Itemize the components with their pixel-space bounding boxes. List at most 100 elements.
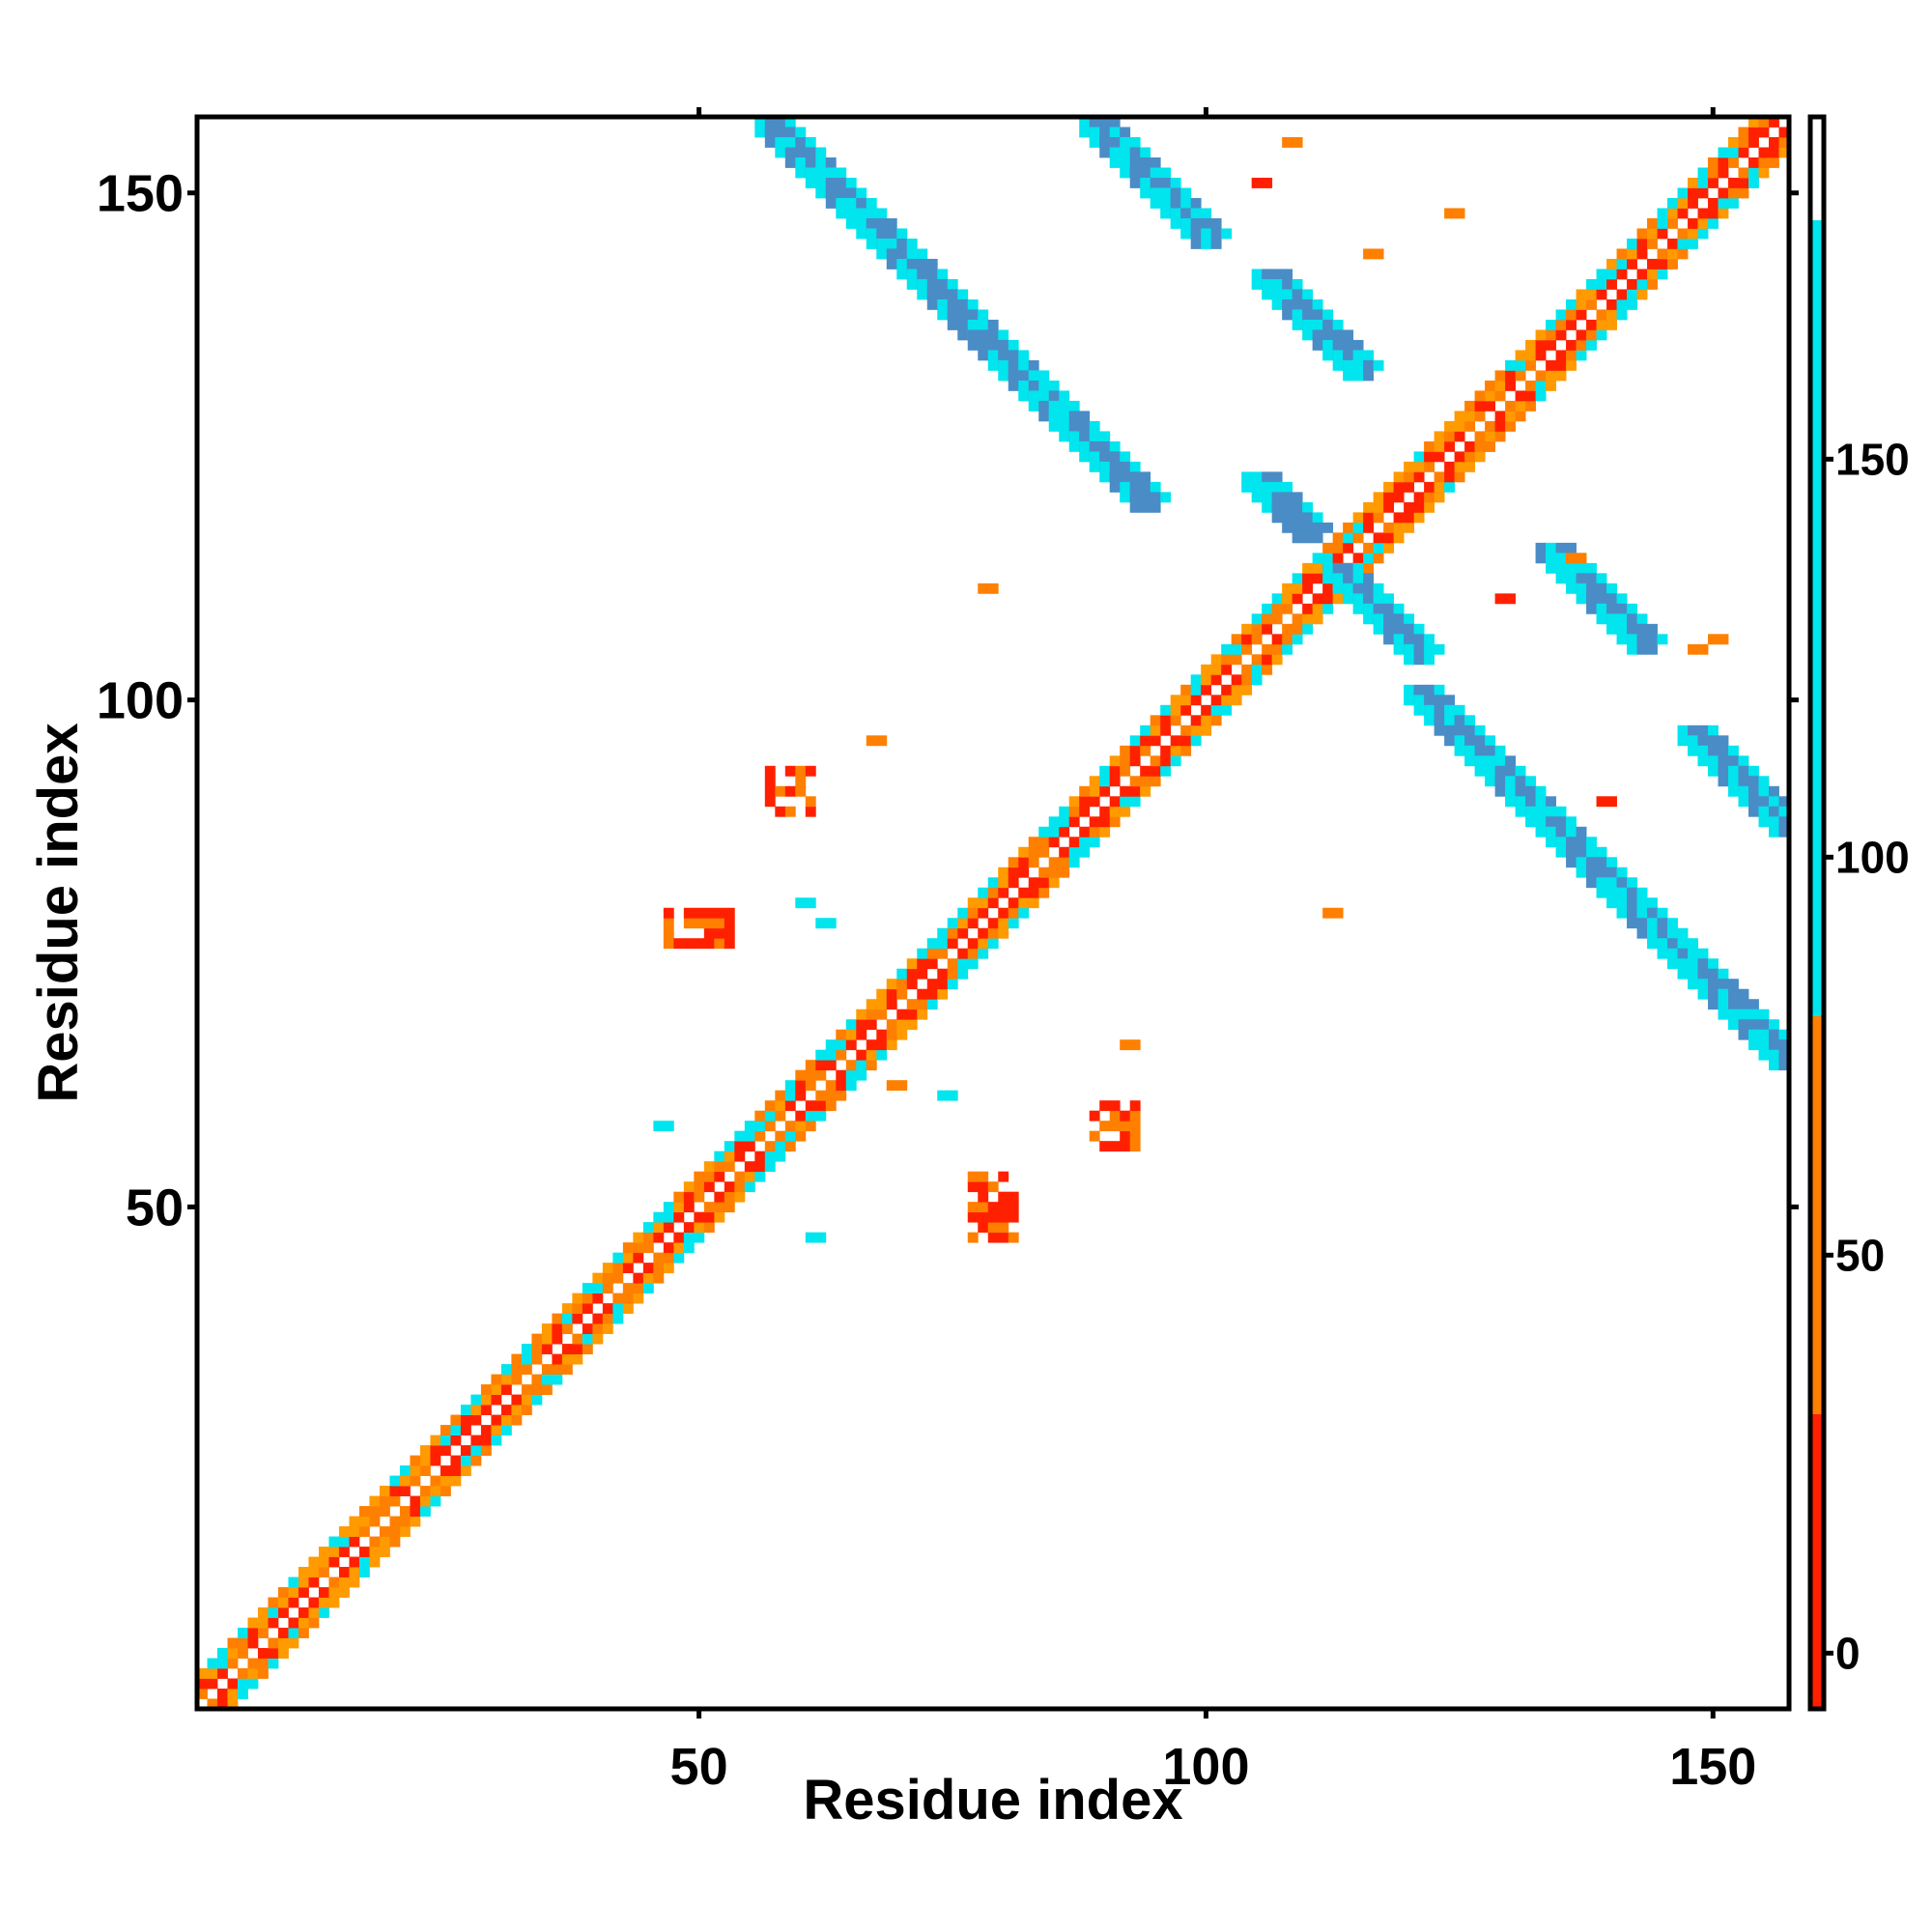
heatmap-cell: [1444, 420, 1456, 432]
heatmap-cell: [917, 258, 928, 270]
heatmap-cell: [906, 968, 918, 980]
heatmap-cell: [1363, 593, 1375, 605]
heatmap-cell: [1667, 927, 1678, 939]
heatmap-cell: [1667, 258, 1678, 270]
heatmap-cell: [1494, 390, 1506, 402]
heatmap-cell: [998, 339, 1009, 351]
heatmap-cell: [1109, 765, 1121, 777]
heatmap-cell: [1657, 927, 1668, 939]
heatmap-cell: [937, 1090, 949, 1101]
heatmap-cell: [967, 298, 979, 310]
heatmap-cell: [1677, 238, 1689, 249]
heatmap-cell: [1120, 136, 1131, 148]
heatmap-cell: [1028, 846, 1039, 858]
heatmap-cell: [937, 298, 949, 310]
heatmap-cell: [744, 1181, 755, 1193]
heatmap-cell: [572, 1333, 583, 1345]
heatmap-cell: [1322, 350, 1334, 361]
heatmap-cell: [764, 796, 776, 808]
heatmap-cell: [1636, 228, 1648, 240]
heatmap-cell: [978, 897, 989, 909]
heatmap-cell: [1546, 370, 1556, 382]
heatmap-cell: [1627, 877, 1637, 889]
heatmap-cell: [1413, 684, 1425, 696]
heatmap-cell: [947, 927, 958, 939]
heatmap-cell: [1546, 806, 1556, 817]
heatmap-cell: [1059, 420, 1070, 432]
heatmap-cell: [1647, 634, 1658, 645]
heatmap-cell: [1271, 634, 1283, 645]
heatmap-cell: [633, 1242, 644, 1254]
heatmap-cell: [1748, 776, 1759, 787]
heatmap-cell: [957, 329, 969, 341]
heatmap-cell: [1099, 147, 1111, 158]
heatmap-cell: [947, 278, 958, 290]
heatmap-cell: [876, 735, 888, 747]
heatmap-cell: [1018, 887, 1030, 898]
heatmap-cell: [1028, 370, 1039, 382]
heatmap-cell: [1555, 319, 1567, 330]
heatmap-cell: [1546, 553, 1556, 564]
heatmap-cell: [1322, 562, 1334, 574]
heatmap-cell: [744, 1121, 755, 1132]
heatmap-cell: [216, 1698, 228, 1710]
heatmap-cell: [1150, 481, 1161, 493]
heatmap-cell: [1251, 269, 1263, 280]
heatmap-cell: [1221, 643, 1233, 655]
heatmap-cell: [1180, 197, 1192, 209]
heatmap-cell: [1616, 593, 1628, 605]
heatmap-cell: [338, 1526, 350, 1537]
heatmap-cell: [389, 1536, 401, 1548]
heatmap-cell: [521, 1364, 532, 1376]
heatmap-cell: [369, 1556, 381, 1568]
heatmap-cell: [1505, 785, 1516, 797]
heatmap-cell: [1636, 238, 1648, 249]
heatmap-cell: [1404, 481, 1415, 493]
heatmap-cell: [1525, 390, 1536, 402]
heatmap-cell: [1241, 634, 1253, 645]
heatmap-cell: [1555, 846, 1567, 858]
heatmap-cell: [1190, 715, 1202, 726]
heatmap-cell: [1636, 269, 1648, 280]
heatmap-cell: [318, 1556, 329, 1568]
heatmap-cell: [1140, 177, 1151, 188]
heatmap-cell: [1606, 593, 1617, 605]
heatmap-cell: [1008, 857, 1019, 868]
heatmap-cell: [369, 1506, 381, 1517]
heatmap-cell: [1718, 988, 1729, 1000]
heatmap-cell: [1586, 846, 1597, 858]
heatmap-cell: [1718, 197, 1729, 209]
heatmap-cell: [957, 289, 969, 300]
heatmap-cell: [957, 927, 969, 939]
heatmap-cell: [1282, 623, 1293, 635]
heatmap-cell: [1038, 411, 1050, 422]
heatmap-cell: [358, 1516, 370, 1527]
heatmap-cell: [1109, 1121, 1121, 1132]
heatmap-cell: [1444, 208, 1456, 219]
heatmap-cell: [1282, 136, 1293, 148]
heatmap-cell: [1515, 776, 1526, 787]
heatmap-cell: [1708, 177, 1719, 188]
heatmap-cell: [724, 918, 735, 929]
heatmap-cell: [1190, 684, 1202, 696]
heatmap-cell: [1221, 704, 1233, 716]
heatmap-cell: [1312, 553, 1323, 564]
heatmap-cell: [1566, 816, 1577, 828]
heatmap-cell: [1241, 664, 1253, 675]
heatmap-cell: [1535, 329, 1547, 341]
tick-label: 50: [126, 1179, 184, 1236]
heatmap-cell: [1778, 136, 1790, 148]
heatmap-cell: [1180, 684, 1192, 696]
heatmap-cell: [1099, 451, 1111, 463]
heatmap-cell: [815, 147, 827, 158]
heatmap-cell: [379, 1495, 390, 1507]
heatmap-cell: [957, 309, 969, 321]
heatmap-cell: [805, 765, 816, 777]
heatmap-cell: [845, 1060, 857, 1071]
heatmap-cell: [1474, 451, 1486, 463]
heatmap-cell: [541, 1374, 553, 1385]
colorbar-gradient: [1810, 117, 1824, 1709]
heatmap-cell: [1748, 785, 1759, 797]
heatmap-cell: [1393, 481, 1405, 493]
heatmap-cell: [1667, 208, 1678, 219]
